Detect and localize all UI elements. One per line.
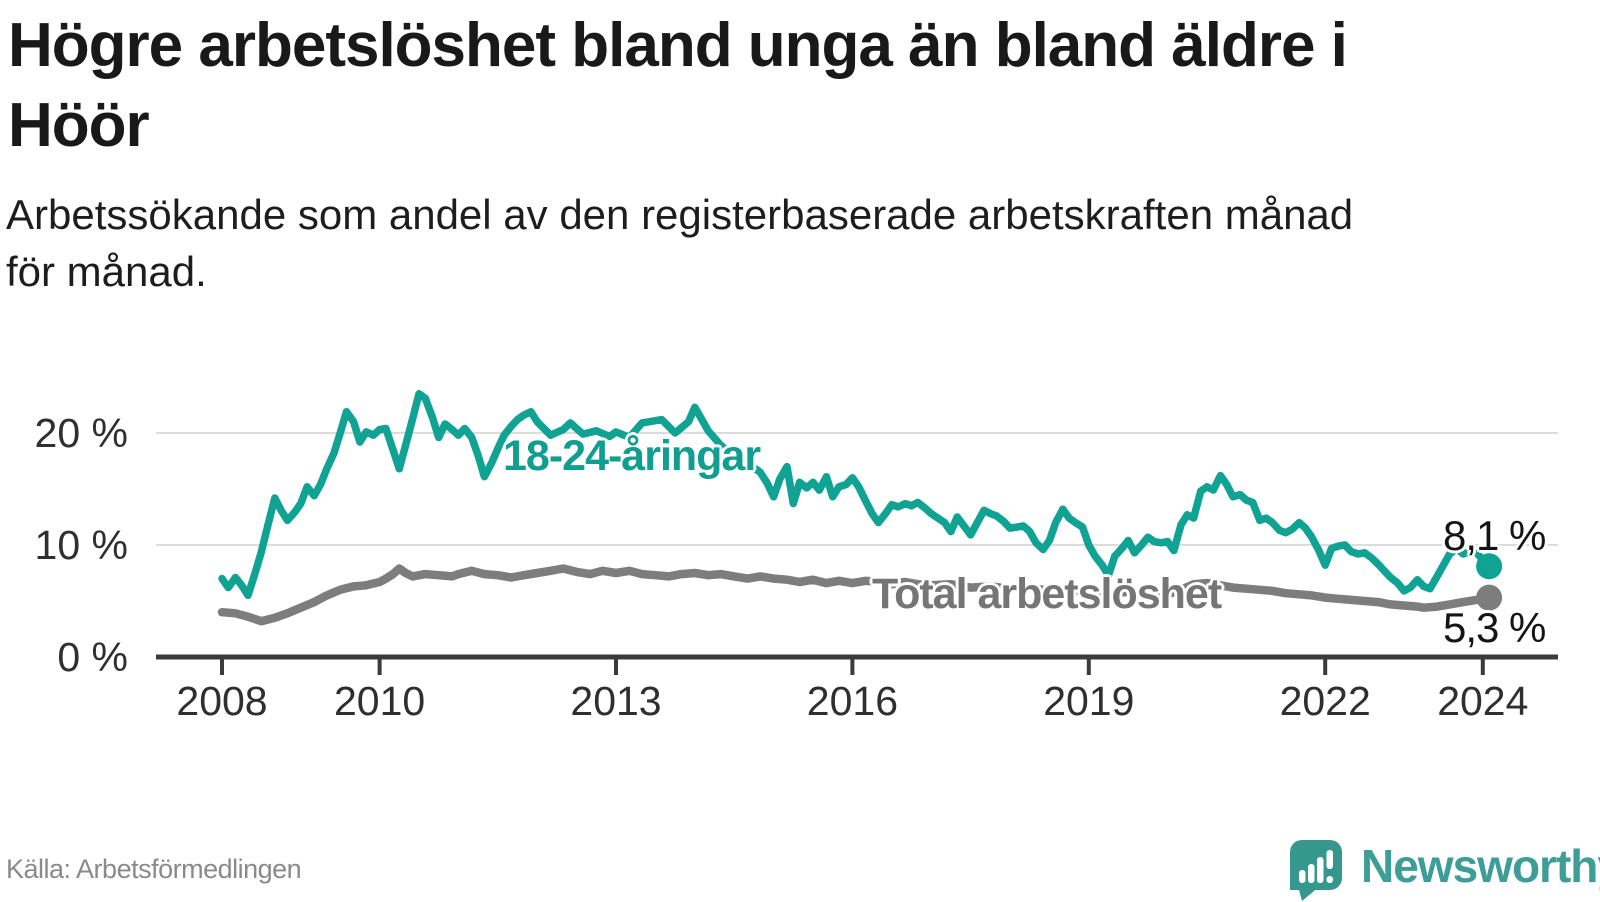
x-tick-label-2024: 2024 bbox=[1437, 678, 1528, 724]
series-end-dot-18-24-åringar bbox=[1476, 553, 1503, 580]
x-tick-label-2019: 2019 bbox=[1043, 678, 1134, 724]
x-tick-label-2008: 2008 bbox=[176, 678, 267, 724]
series-line-18-24-åringar bbox=[218, 390, 1493, 600]
series-label-young: 18-24-åringar bbox=[503, 432, 761, 480]
newsworthy-logo: Newsworthy bbox=[1290, 840, 1600, 902]
y-tick-label-0: 0 % bbox=[57, 634, 128, 680]
x-tick-label-2016: 2016 bbox=[807, 678, 898, 724]
value-label-young: 8,1 % bbox=[1443, 512, 1546, 559]
chart-title-line2: Höör bbox=[8, 91, 150, 160]
x-tick-label-2010: 2010 bbox=[334, 678, 425, 724]
chart-subtitle: Arbetssökande som andel av den registerb… bbox=[6, 186, 1576, 300]
newsworthy-logo-text: Newsworthy bbox=[1361, 840, 1600, 892]
series-end-dot-Total arbetslöshet bbox=[1476, 584, 1503, 611]
y-tick-label-20: 20 % bbox=[35, 410, 128, 456]
x-tick-label-2022: 2022 bbox=[1280, 678, 1371, 724]
y-tick-label-10: 10 % bbox=[35, 522, 128, 568]
chart-subtitle-line2: för månad. bbox=[6, 248, 207, 295]
chart-title-line1: Högre arbetslöshet bland unga än bland ä… bbox=[8, 11, 1348, 80]
newsworthy-bubble-chart-icon bbox=[1290, 840, 1342, 901]
series-line-Total arbetslöshet bbox=[217, 564, 1494, 626]
chart-title: Högre arbetslöshet bland unga än bland ä… bbox=[8, 6, 1598, 166]
series-label-total: Total arbetslöshet bbox=[872, 570, 1222, 618]
x-tick-label-2013: 2013 bbox=[570, 678, 661, 724]
value-label-total: 5,3 % bbox=[1443, 604, 1546, 651]
source-caption: Källa: Arbetsförmedlingen bbox=[6, 854, 302, 884]
chart-subtitle-line1: Arbetssökande som andel av den registerb… bbox=[6, 191, 1354, 238]
